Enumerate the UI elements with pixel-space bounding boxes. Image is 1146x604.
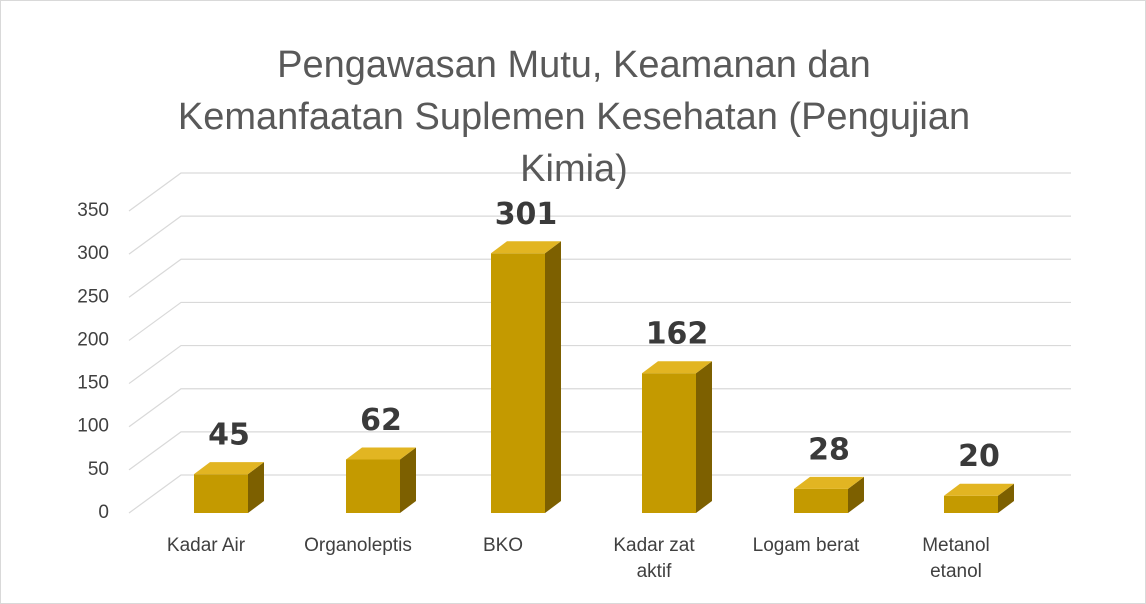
bar-top xyxy=(346,447,416,460)
bar xyxy=(944,495,998,513)
bar-side xyxy=(696,361,712,513)
y-tick-label: 350 xyxy=(77,200,109,221)
x-tick-label: Kadar zat aktif xyxy=(613,535,695,582)
y-tick-label: 300 xyxy=(77,243,109,264)
bar-top xyxy=(944,483,1014,496)
y-tick-label: 250 xyxy=(77,286,109,307)
bar xyxy=(194,474,248,513)
data-label: 62 xyxy=(360,403,402,438)
bar-side xyxy=(400,447,416,513)
grid-line xyxy=(128,258,1071,298)
data-label: 28 xyxy=(808,432,850,467)
grid-line xyxy=(128,344,1071,385)
data-label: 301 xyxy=(495,197,558,232)
bar-side xyxy=(545,241,561,513)
x-tick-label: Metanol etanol xyxy=(922,535,990,582)
bar xyxy=(491,253,545,513)
data-label: 45 xyxy=(208,418,250,453)
data-label: 162 xyxy=(646,317,709,352)
x-tick-label: Organoleptis xyxy=(304,535,412,556)
bar-top xyxy=(194,462,264,475)
x-tick-label: BKO xyxy=(482,535,524,556)
y-tick-label: 200 xyxy=(77,329,109,350)
grid-line xyxy=(128,474,1071,514)
bar xyxy=(346,459,400,513)
x-tick-label: Kadar Air xyxy=(166,535,246,556)
x-tick-label: Logam berat xyxy=(752,535,860,556)
chart-title: Pengawasan Mutu, Keamanan dan Kemanfaata… xyxy=(177,44,971,190)
bar-side xyxy=(848,476,864,513)
grid-line xyxy=(128,431,1071,471)
bar-top xyxy=(794,476,864,489)
bar-side xyxy=(998,483,1014,513)
bar xyxy=(794,488,848,513)
y-tick-label: 50 xyxy=(88,459,109,480)
grid-line xyxy=(128,215,1071,255)
grid-line xyxy=(128,388,1071,428)
bar-side xyxy=(248,462,264,513)
data-label: 20 xyxy=(958,439,1000,474)
y-tick-label: 150 xyxy=(77,373,109,394)
y-tick-label: 0 xyxy=(98,502,109,523)
grid-line xyxy=(128,301,1071,341)
bar-top xyxy=(642,361,712,374)
y-tick-label: 100 xyxy=(77,416,109,437)
grid-line xyxy=(128,172,1071,212)
bar-top xyxy=(491,241,561,254)
bar xyxy=(642,373,696,513)
